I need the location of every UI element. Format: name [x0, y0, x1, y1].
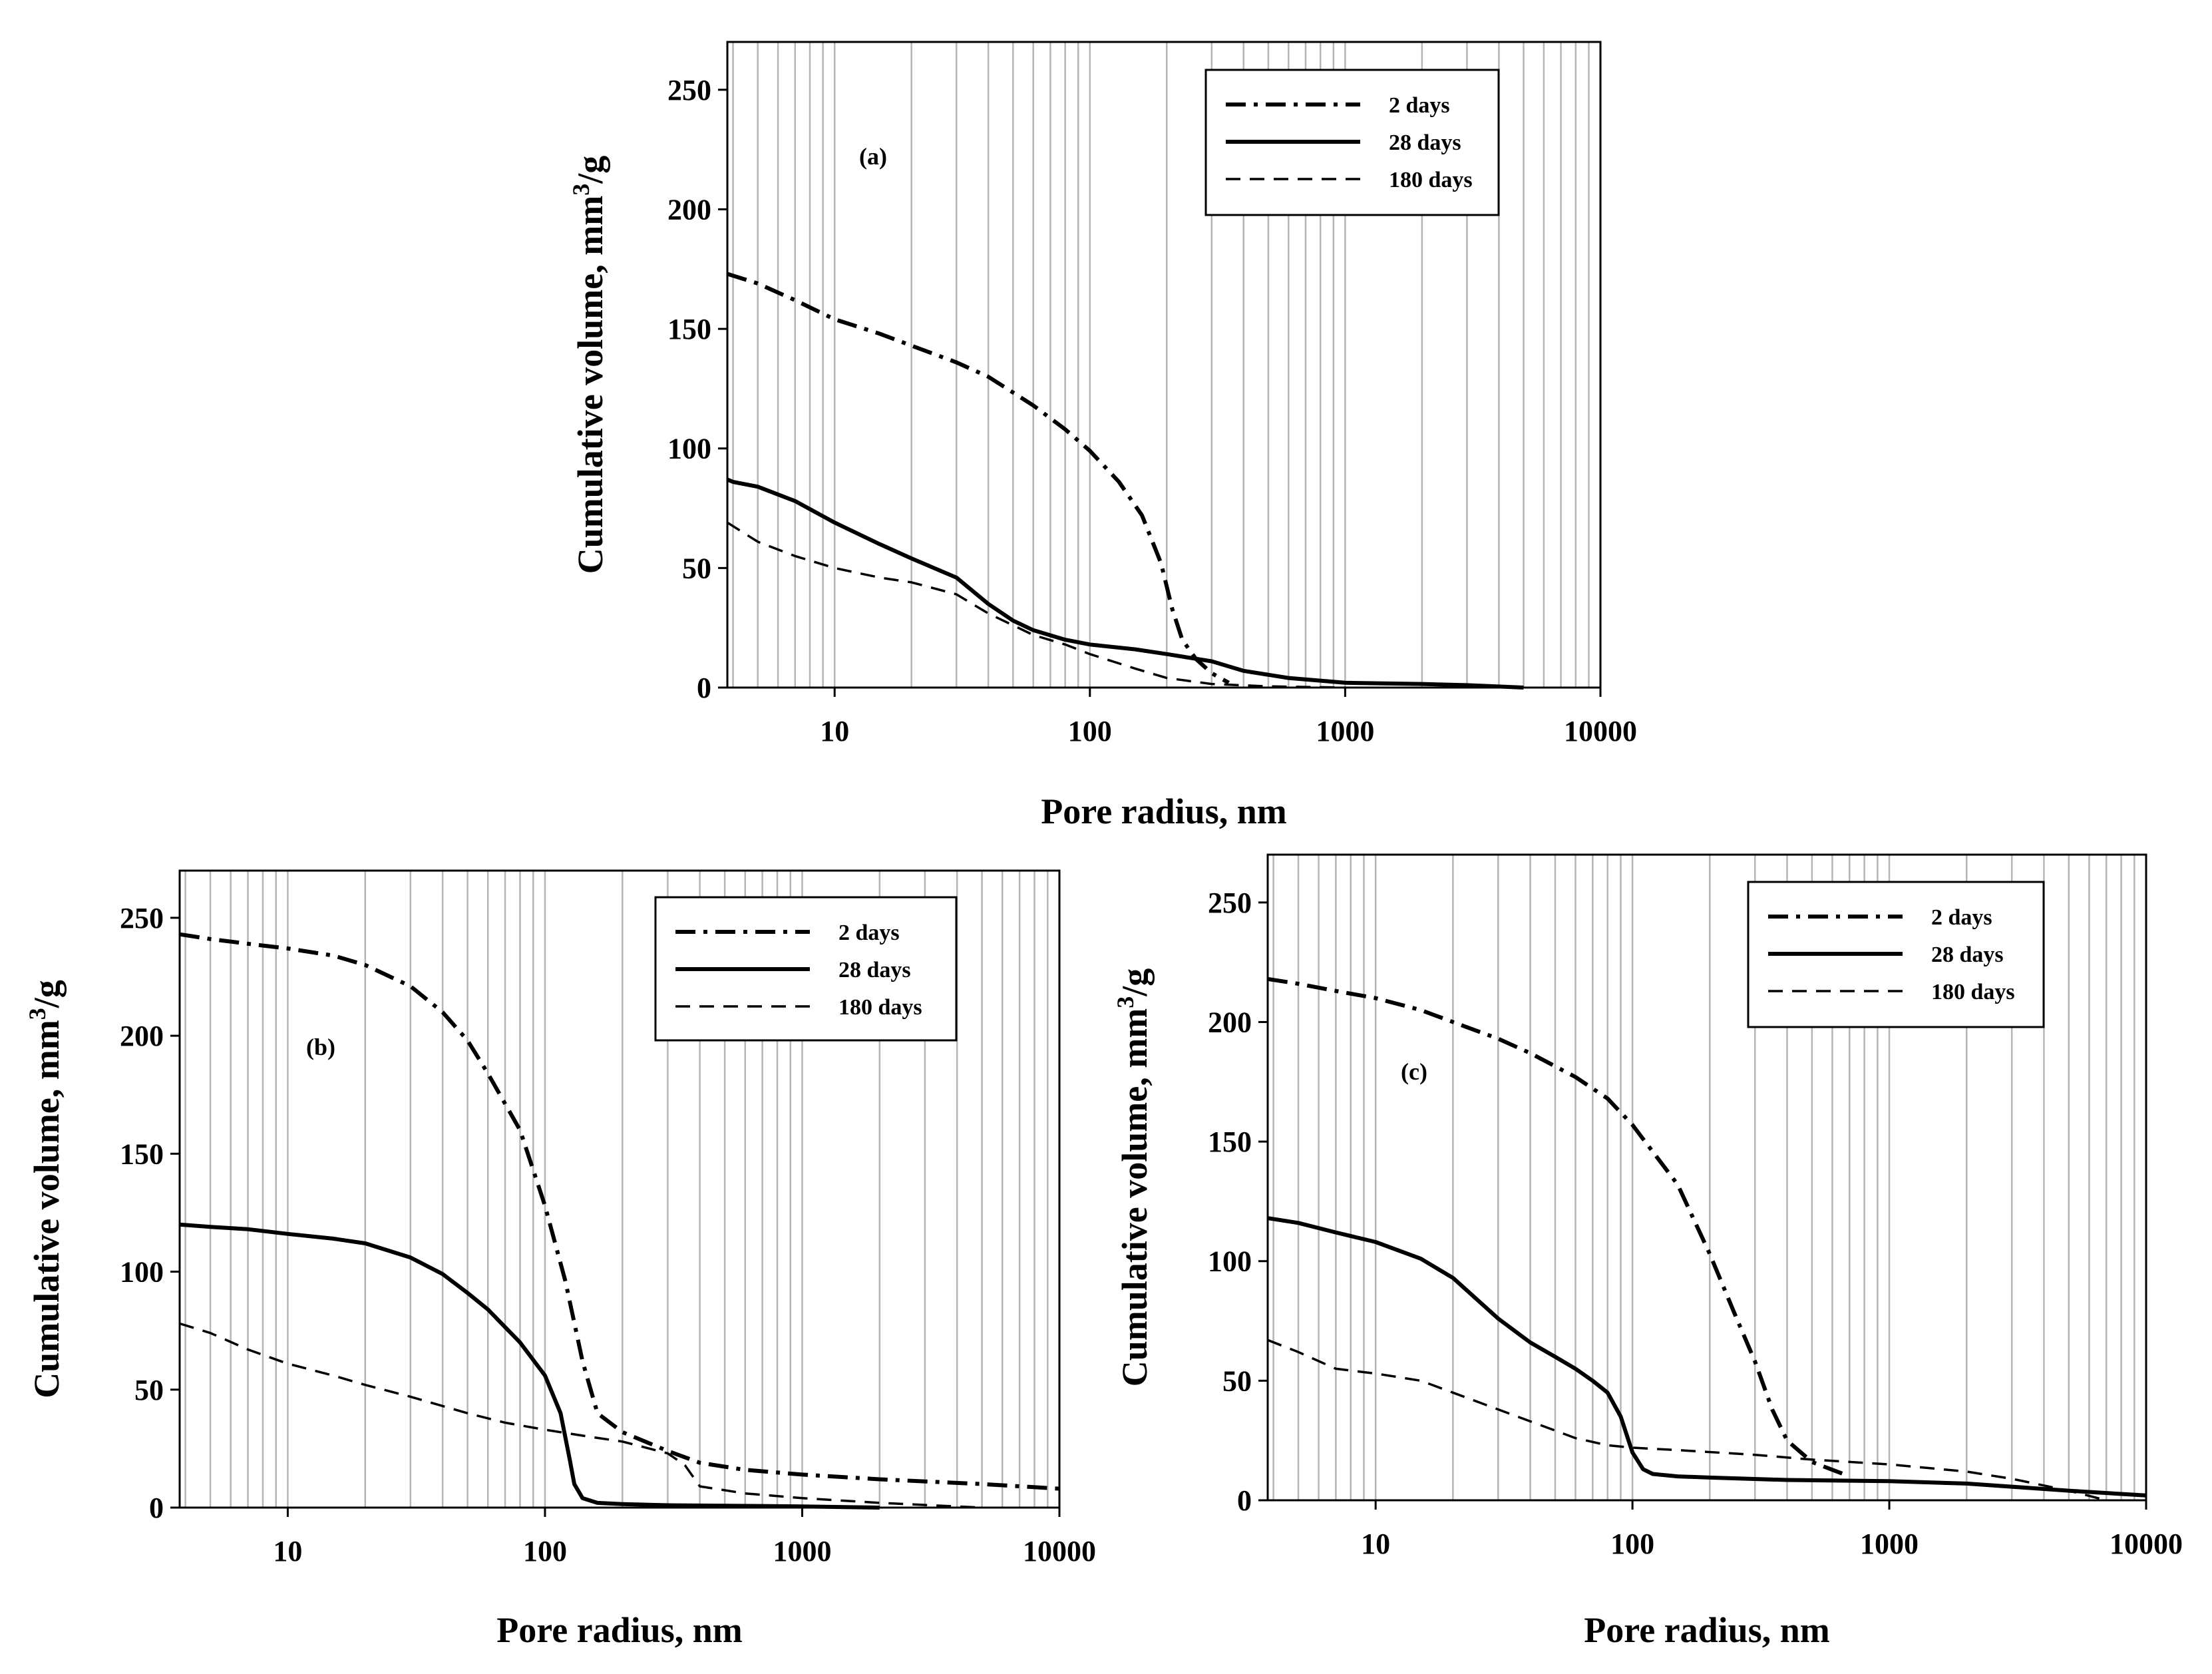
- legend: 2 days 28 days 180 days: [654, 896, 958, 1042]
- y-tick-label: 250: [667, 74, 711, 106]
- legend-label: 2 days: [1931, 905, 1992, 930]
- x-axis-title: Pore radius, nm: [1584, 1610, 1830, 1650]
- y-tick-label: 100: [1208, 1245, 1252, 1278]
- chart-panel-c: 0 50 100 150 200 250 10 100 1000 10000 Pore radius…: [1112, 853, 2183, 1650]
- series-line-2-days: [727, 272, 1230, 685]
- chart-panel-b: 0 50 100 150 200 250 10 100 1000 10000 Pore radius…: [24, 869, 1096, 1650]
- y-axis-title: Cumulative volume, mm3/g: [568, 156, 610, 574]
- y-tick-label: 50: [134, 1374, 164, 1406]
- series-line-180-days: [727, 521, 1346, 689]
- y-tick-label: 250: [120, 902, 164, 935]
- y-tick-label: 100: [667, 433, 711, 465]
- y-axis-title: Cumulative volume, mm3/g: [1112, 968, 1155, 1386]
- x-tick-label: 1000: [1316, 715, 1374, 747]
- legend-label: 2 days: [838, 921, 900, 945]
- y-tick-label: 250: [1208, 887, 1252, 919]
- legend-label: 28 days: [1931, 942, 2004, 967]
- x-tick-label: 10000: [2110, 1528, 2183, 1560]
- legend-label: 28 days: [838, 958, 911, 982]
- x-tick-label: 10000: [1023, 1535, 1096, 1568]
- y-tick-label: 200: [667, 193, 711, 226]
- series-line-28-days: [1267, 1216, 2147, 1498]
- x-tick-label: 100: [523, 1535, 567, 1568]
- x-tick-label: 10000: [1564, 715, 1637, 747]
- y-tick-label: 200: [1208, 1006, 1252, 1038]
- series-line-28-days: [726, 477, 1524, 690]
- panel-label: (a): [859, 143, 887, 170]
- plot-frame: [726, 41, 1602, 689]
- legend-label: 180 days: [1389, 168, 1473, 192]
- x-tick-label: 100: [1068, 715, 1112, 747]
- x-tick-label: 10: [1361, 1528, 1390, 1560]
- chart-panel-a: 0 50 100 150 200 250 10 100 1000 10000 Pore radius…: [568, 41, 1637, 831]
- panel-label: (b): [306, 1034, 335, 1060]
- x-tick-label: 10: [273, 1535, 302, 1568]
- legend: 2 days 28 days 180 days: [1204, 69, 1500, 216]
- gridlines: [184, 871, 1049, 1508]
- y-tick-label: 150: [120, 1138, 164, 1170]
- y-tick-label: 100: [120, 1256, 164, 1289]
- series-line-2-days: [1267, 976, 1851, 1478]
- y-tick-label: 0: [1237, 1484, 1252, 1517]
- y-tick-label: 50: [682, 552, 711, 584]
- y-tick-label: 0: [149, 1492, 164, 1524]
- y-tick-label: 50: [1222, 1364, 1252, 1397]
- y-tick-label: 150: [1208, 1126, 1252, 1158]
- gridlines: [1272, 855, 2135, 1500]
- x-tick-label: 10: [820, 715, 849, 747]
- panel-label: (c): [1401, 1058, 1427, 1085]
- y-tick-label: 0: [697, 672, 711, 704]
- y-tick-label: 200: [120, 1020, 164, 1052]
- legend-label: 2 days: [1389, 93, 1450, 118]
- series-line-28-days: [179, 1222, 880, 1510]
- y-tick-label: 150: [667, 313, 711, 345]
- plot-frame: [1266, 853, 2147, 1502]
- x-axis-title: Pore radius, nm: [496, 1610, 743, 1650]
- legend: 2 days 28 days 180 days: [1747, 881, 2045, 1028]
- x-tick-label: 1000: [1860, 1528, 1919, 1560]
- legend-label: 180 days: [1931, 980, 2015, 1004]
- legend-label: 180 days: [838, 995, 922, 1020]
- series-line-2-days: [179, 932, 1060, 1491]
- x-tick-label: 1000: [773, 1535, 831, 1568]
- legend-label: 28 days: [1389, 130, 1461, 155]
- x-tick-label: 100: [1610, 1528, 1654, 1560]
- y-axis-title: Cumulative volume, mm3/g: [24, 980, 67, 1398]
- plot-frame: [178, 869, 1061, 1509]
- x-axis-title: Pore radius, nm: [1041, 791, 1287, 831]
